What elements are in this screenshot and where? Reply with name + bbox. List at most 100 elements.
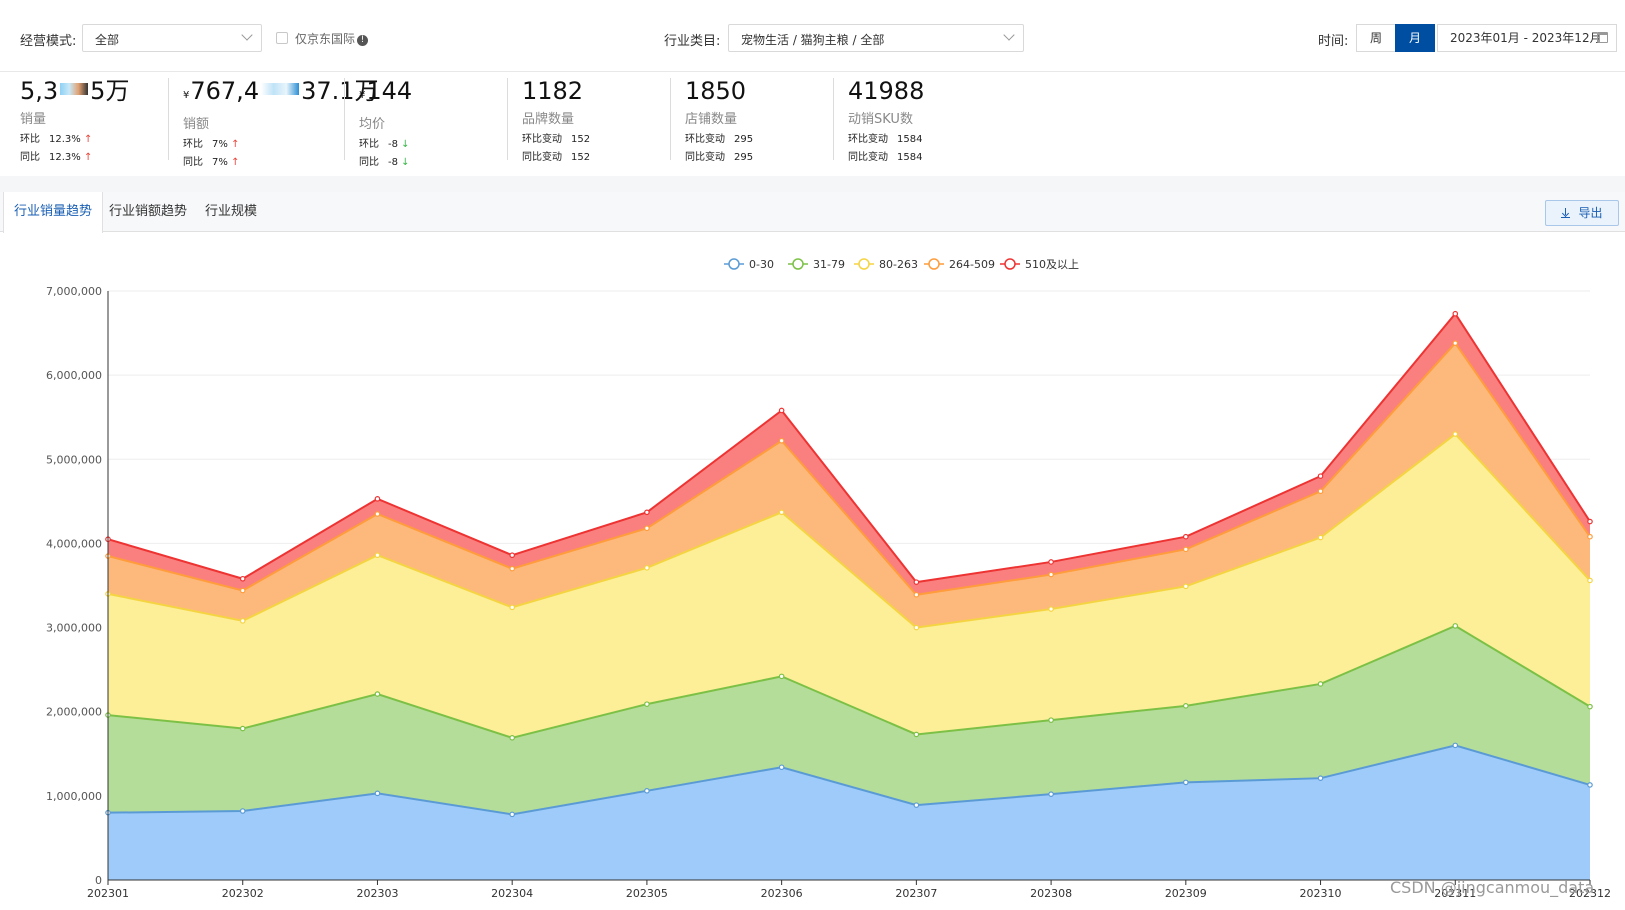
data-point bbox=[1587, 782, 1593, 788]
data-point bbox=[374, 496, 381, 502]
arrow-up-icon: ↑ bbox=[83, 134, 93, 145]
y-tick-label: 3,000,000 bbox=[46, 622, 102, 635]
y-tick-label: 6,000,000 bbox=[46, 369, 102, 382]
kpi-avg-price: ¥144 均价 环比 -8 ↓ 同比 -8 ↓ bbox=[359, 76, 413, 168]
arrow-down-icon: ↓ bbox=[401, 139, 410, 150]
legend-item: 264-509 bbox=[924, 258, 995, 271]
kpi-yoy: 同比变动 1584 bbox=[848, 152, 923, 163]
data-point bbox=[509, 565, 515, 572]
watermark: CSDN @jingcanmou_data bbox=[1390, 878, 1595, 897]
legend-item: 510及以上 bbox=[1000, 258, 1079, 271]
category-select-value: 宠物生活 / 猫狗主粮 / 全部 bbox=[741, 33, 885, 47]
chevron-down-icon bbox=[1003, 29, 1015, 41]
jd-intl-checkbox[interactable] bbox=[276, 32, 288, 44]
category-select[interactable]: 宠物生活 / 猫狗主粮 / 全部 bbox=[728, 24, 1024, 52]
data-point bbox=[1183, 703, 1189, 709]
tab-industry-scale[interactable]: 行业规模 bbox=[205, 204, 258, 219]
data-point bbox=[1183, 533, 1189, 540]
series-area bbox=[108, 343, 1590, 628]
data-point bbox=[1048, 791, 1054, 797]
x-tick-label: 202301 bbox=[87, 887, 129, 900]
data-point bbox=[1452, 310, 1459, 317]
calendar-icon bbox=[1597, 32, 1608, 43]
mode-select-value: 全部 bbox=[95, 33, 120, 47]
data-point bbox=[913, 624, 920, 631]
data-point bbox=[374, 790, 381, 797]
kpi-label: 动销SKU数 bbox=[848, 112, 913, 127]
date-range-picker[interactable]: 2023年01月 - 2023年12月 bbox=[1437, 24, 1617, 52]
legend-item: 0-30 bbox=[724, 258, 774, 271]
chevron-down-icon bbox=[241, 29, 253, 41]
y-tick-label: 4,000,000 bbox=[46, 537, 102, 550]
kpi-mom: 环比 7% ↑ bbox=[183, 139, 240, 150]
data-point bbox=[239, 725, 246, 732]
data-point bbox=[1452, 431, 1459, 437]
data-point bbox=[239, 587, 246, 594]
series-area bbox=[108, 313, 1590, 595]
kpi-sku-count: 41988 动销SKU数 环比变动 1584 同比变动 1584 bbox=[848, 76, 924, 166]
export-button[interactable]: 导出 bbox=[1545, 200, 1619, 226]
data-point bbox=[1317, 473, 1324, 479]
data-point bbox=[644, 565, 650, 571]
legend-item: 80-263 bbox=[854, 258, 918, 271]
data-point bbox=[1452, 623, 1459, 629]
tab-sales-volume-trend[interactable]: 行业销量趋势 bbox=[3, 192, 104, 233]
kpi-value: ¥144 bbox=[359, 77, 413, 105]
kpi-mom: 环比 12.3% ↑ bbox=[20, 134, 93, 145]
x-tick-label: 202302 bbox=[222, 887, 264, 900]
data-point bbox=[1587, 577, 1593, 584]
kpi-value: ¥767,4 37.1万 bbox=[183, 77, 379, 105]
divider bbox=[168, 78, 169, 160]
legend-label: 31-79 bbox=[813, 258, 845, 271]
data-point bbox=[1452, 742, 1459, 749]
data-point bbox=[1587, 533, 1593, 540]
series-area bbox=[108, 434, 1590, 738]
filter-bar: 经营模式: 全部 仅京东国际! 行业类目: 宠物生活 / 猫狗主粮 / 全部 时… bbox=[0, 0, 1625, 72]
kpi-brand-count: 1182 品牌数量 环比变动 152 同比变动 152 bbox=[522, 76, 590, 166]
kpi-value: 5,3 5万 bbox=[20, 77, 130, 105]
kpi-value: 41988 bbox=[848, 77, 925, 105]
data-point bbox=[778, 509, 785, 516]
kpi-sales-volume: 5,3 5万 销量 环比 12.3% ↑ 同比 12.3% ↑ bbox=[20, 76, 129, 166]
kpi-value: 1850 bbox=[685, 77, 747, 105]
kpi-yoy: 同比 12.3% ↑ bbox=[20, 152, 93, 163]
data-point bbox=[778, 437, 785, 444]
legend-marker bbox=[928, 258, 940, 270]
kpi-yoy: 同比变动 295 bbox=[685, 152, 754, 163]
month-toggle[interactable]: 月 bbox=[1395, 24, 1435, 52]
data-point bbox=[239, 575, 246, 582]
series-area bbox=[108, 625, 1590, 815]
kpi-value: 1182 bbox=[522, 77, 584, 105]
data-point bbox=[1183, 779, 1189, 786]
legend-label: 510及以上 bbox=[1025, 258, 1079, 271]
data-point bbox=[509, 811, 515, 818]
data-point bbox=[778, 407, 785, 414]
legend-marker bbox=[792, 258, 804, 270]
date-range-value: 2023年01月 - 2023年12月 bbox=[1450, 31, 1602, 45]
y-tick-label: 2,000,000 bbox=[46, 706, 102, 719]
arrow-down-icon: ↓ bbox=[401, 157, 410, 168]
data-point bbox=[1317, 488, 1324, 495]
data-point bbox=[778, 673, 785, 680]
data-point bbox=[1048, 717, 1054, 723]
info-icon[interactable]: ! bbox=[357, 35, 369, 46]
tab-sales-amount-trend[interactable]: 行业销额趋势 bbox=[109, 204, 188, 219]
x-tick-label: 202308 bbox=[1030, 887, 1072, 900]
x-tick-label: 202304 bbox=[491, 887, 533, 900]
data-point bbox=[374, 511, 381, 517]
kpi-mom: 环比变动 1584 bbox=[848, 134, 923, 145]
mode-select[interactable]: 全部 bbox=[82, 24, 262, 52]
series-line bbox=[107, 312, 1591, 584]
arrow-up-icon: ↑ bbox=[231, 157, 240, 168]
data-point bbox=[509, 552, 515, 559]
arrow-up-icon: ↑ bbox=[83, 152, 93, 163]
data-point bbox=[239, 808, 246, 814]
data-point bbox=[913, 591, 920, 598]
divider bbox=[833, 78, 834, 160]
kpi-sales-amount: ¥767,4 37.1万 销额 环比 7% ↑ 同比 7% ↑ bbox=[183, 76, 379, 168]
week-toggle[interactable]: 周 bbox=[1356, 24, 1396, 52]
section-gap bbox=[0, 176, 1625, 192]
series-line bbox=[107, 341, 1591, 596]
divider bbox=[507, 78, 508, 160]
data-point bbox=[913, 731, 920, 738]
